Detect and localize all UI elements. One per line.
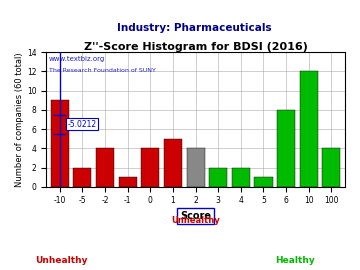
- Text: www.textbiz.org: www.textbiz.org: [49, 56, 105, 62]
- Text: Industry: Pharmaceuticals: Industry: Pharmaceuticals: [117, 23, 272, 33]
- Text: Healthy: Healthy: [275, 256, 315, 265]
- Bar: [277, 110, 295, 187]
- Bar: [118, 177, 137, 187]
- Text: Unhealthy: Unhealthy: [35, 256, 87, 265]
- Bar: [300, 71, 318, 187]
- Bar: [51, 100, 69, 187]
- Bar: [73, 167, 91, 187]
- X-axis label: Score: Score: [180, 211, 211, 221]
- Text: Unhealthy: Unhealthy: [171, 217, 220, 225]
- Title: Z''-Score Histogram for BDSI (2016): Z''-Score Histogram for BDSI (2016): [84, 42, 307, 52]
- Bar: [322, 148, 341, 187]
- Text: -5.0212: -5.0212: [68, 120, 97, 129]
- Y-axis label: Number of companies (60 total): Number of companies (60 total): [15, 52, 24, 187]
- Bar: [255, 177, 273, 187]
- Bar: [209, 167, 227, 187]
- Bar: [186, 148, 204, 187]
- Bar: [141, 148, 159, 187]
- Bar: [164, 139, 182, 187]
- Bar: [232, 167, 250, 187]
- Text: The Research Foundation of SUNY: The Research Foundation of SUNY: [49, 68, 156, 73]
- Bar: [96, 148, 114, 187]
